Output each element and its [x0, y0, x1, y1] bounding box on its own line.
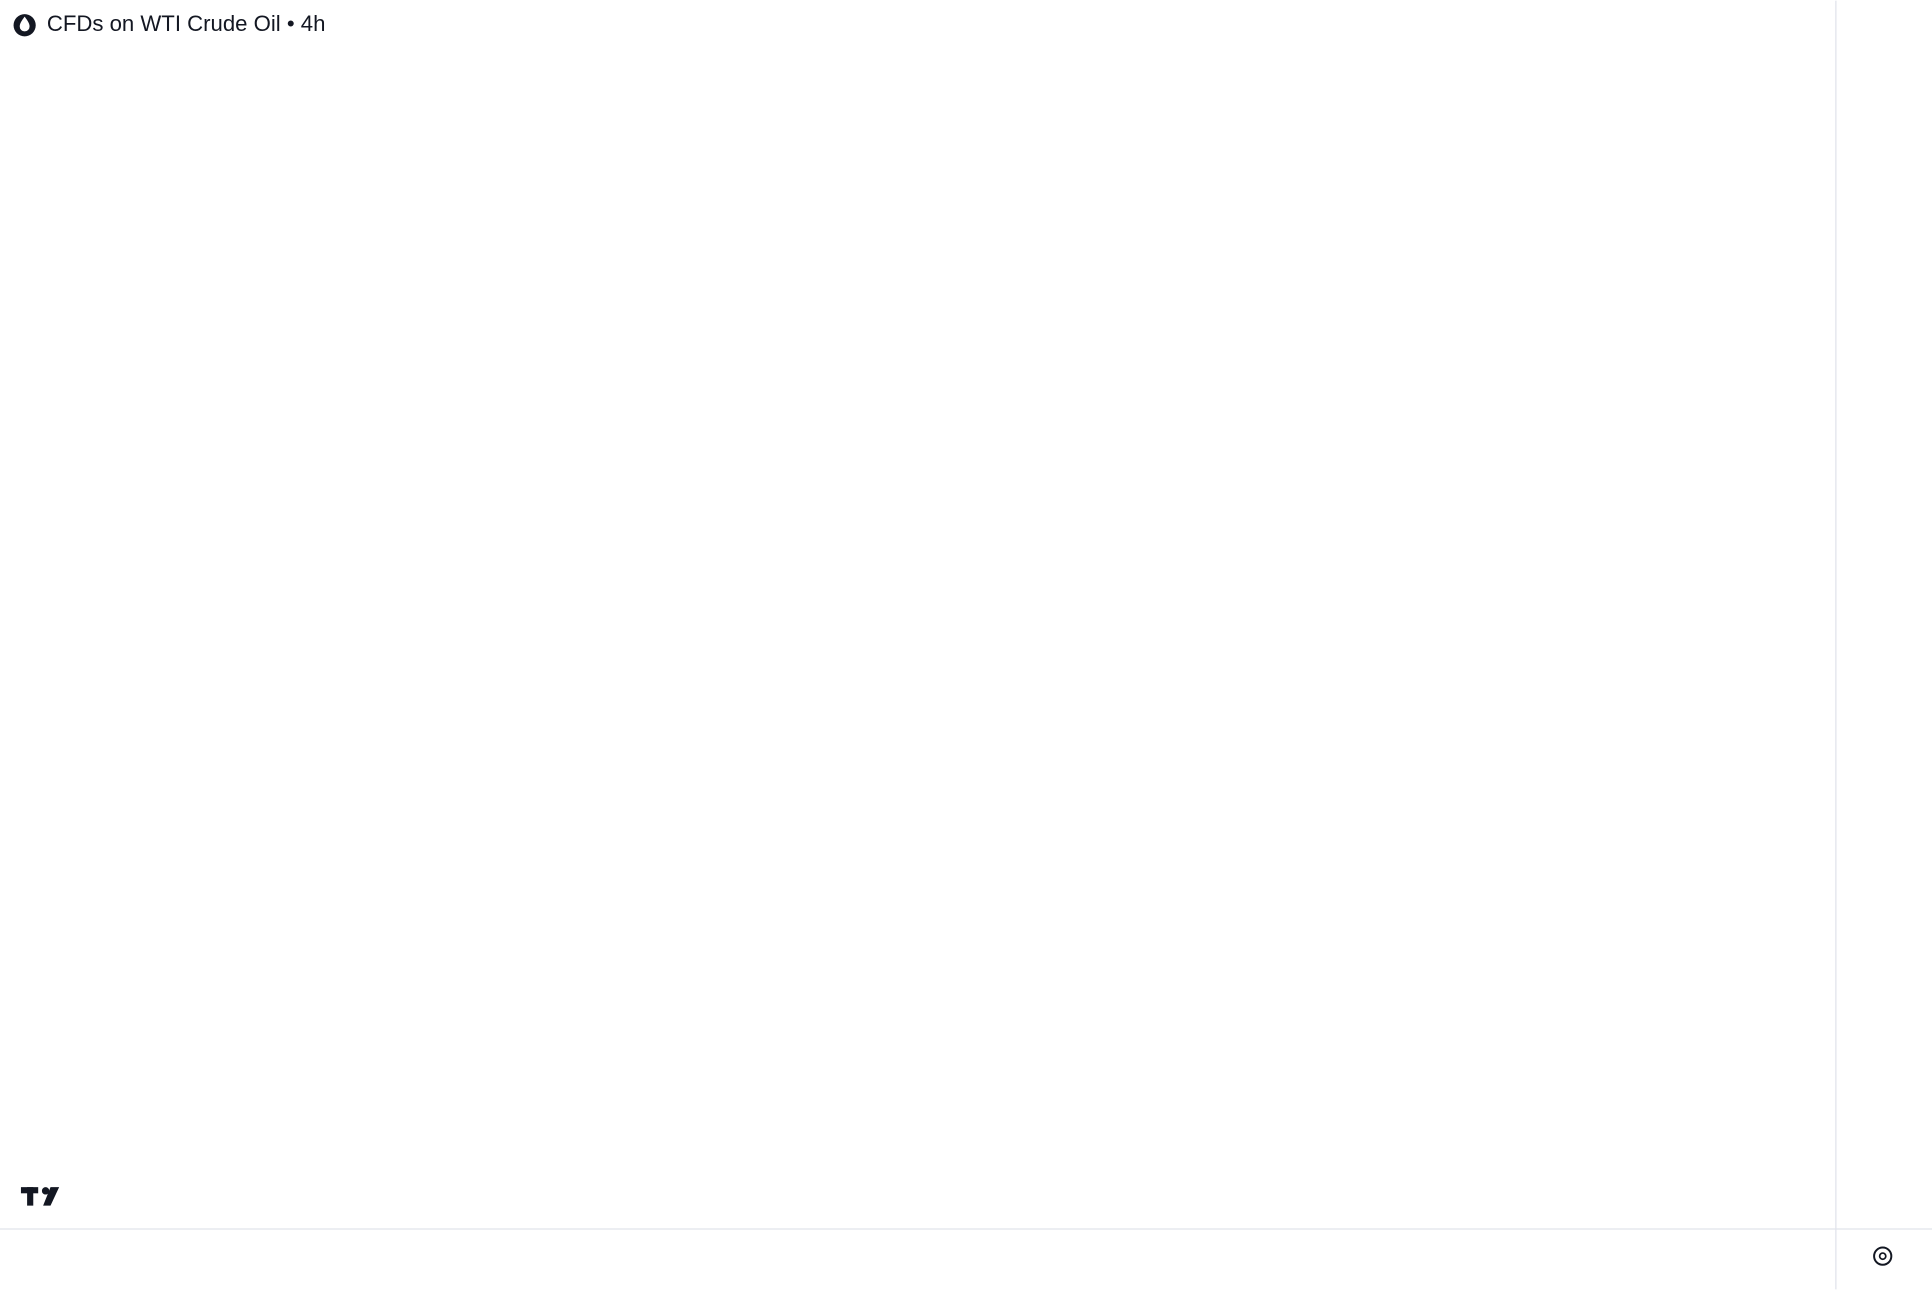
symbol-icon-drop	[19, 16, 30, 32]
settings-icon[interactable]	[1873, 1246, 1893, 1266]
tradingview-logo	[20, 1187, 60, 1206]
chart-title: CFDs on WTI Crude Oil • 4h	[47, 11, 326, 36]
